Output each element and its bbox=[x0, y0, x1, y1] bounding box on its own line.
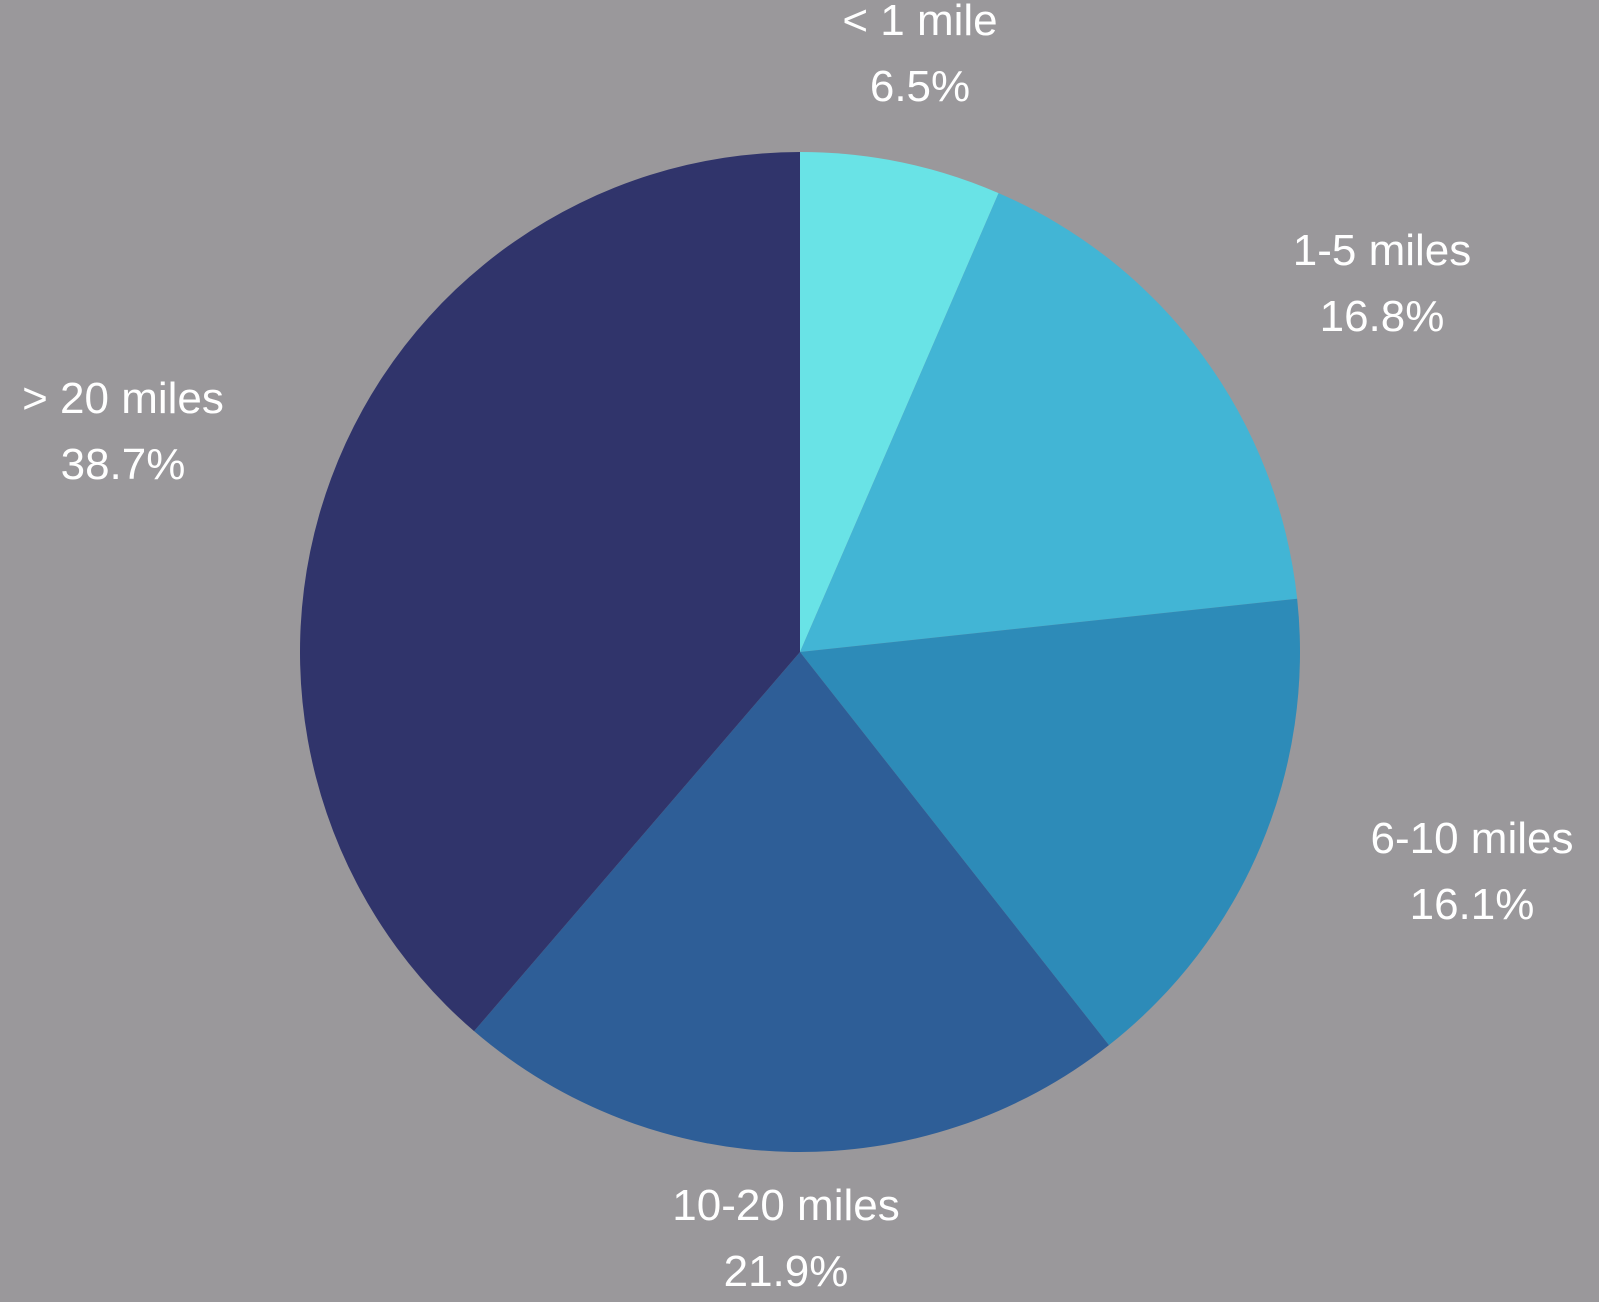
slice-value-label: 16.1% bbox=[1410, 880, 1535, 929]
slice-label-10-20-miles: 10-20 miles 21.9% bbox=[672, 1181, 899, 1296]
slice-20-miles bbox=[299, 152, 800, 1032]
slice-value-label: 16.8% bbox=[1320, 292, 1445, 341]
slice-category-label: < 1 mile bbox=[842, 0, 997, 45]
slice-label-1-mile: < 1 mile 6.5% bbox=[842, 0, 997, 111]
slice-6-10-miles bbox=[800, 598, 1300, 1046]
pie-labels: < 1 mile 6.5% 1-5 miles 16.8% 6-10 miles 16.1… bbox=[22, 0, 1573, 1296]
slice-1-5-miles bbox=[800, 193, 1298, 652]
slice-category-label: 1-5 miles bbox=[1293, 226, 1472, 275]
slice-label-6-10-miles: 6-10 miles 16.1% bbox=[1371, 814, 1574, 929]
slice-category-label: 6-10 miles bbox=[1371, 814, 1574, 863]
pie-slices bbox=[299, 152, 1300, 1152]
slice-label-20-miles: > 20 miles 38.7% bbox=[22, 374, 224, 489]
slice-1-mile bbox=[800, 152, 999, 652]
slice-10-20-miles bbox=[474, 652, 1109, 1152]
slice-value-label: 6.5% bbox=[870, 62, 970, 111]
slice-category-label: > 20 miles bbox=[22, 374, 224, 423]
slice-value-label: 21.9% bbox=[724, 1247, 849, 1296]
slice-value-label: 38.7% bbox=[61, 440, 186, 489]
slice-category-label: 10-20 miles bbox=[672, 1181, 899, 1230]
slice-label-1-5-miles: 1-5 miles 16.8% bbox=[1293, 226, 1472, 341]
